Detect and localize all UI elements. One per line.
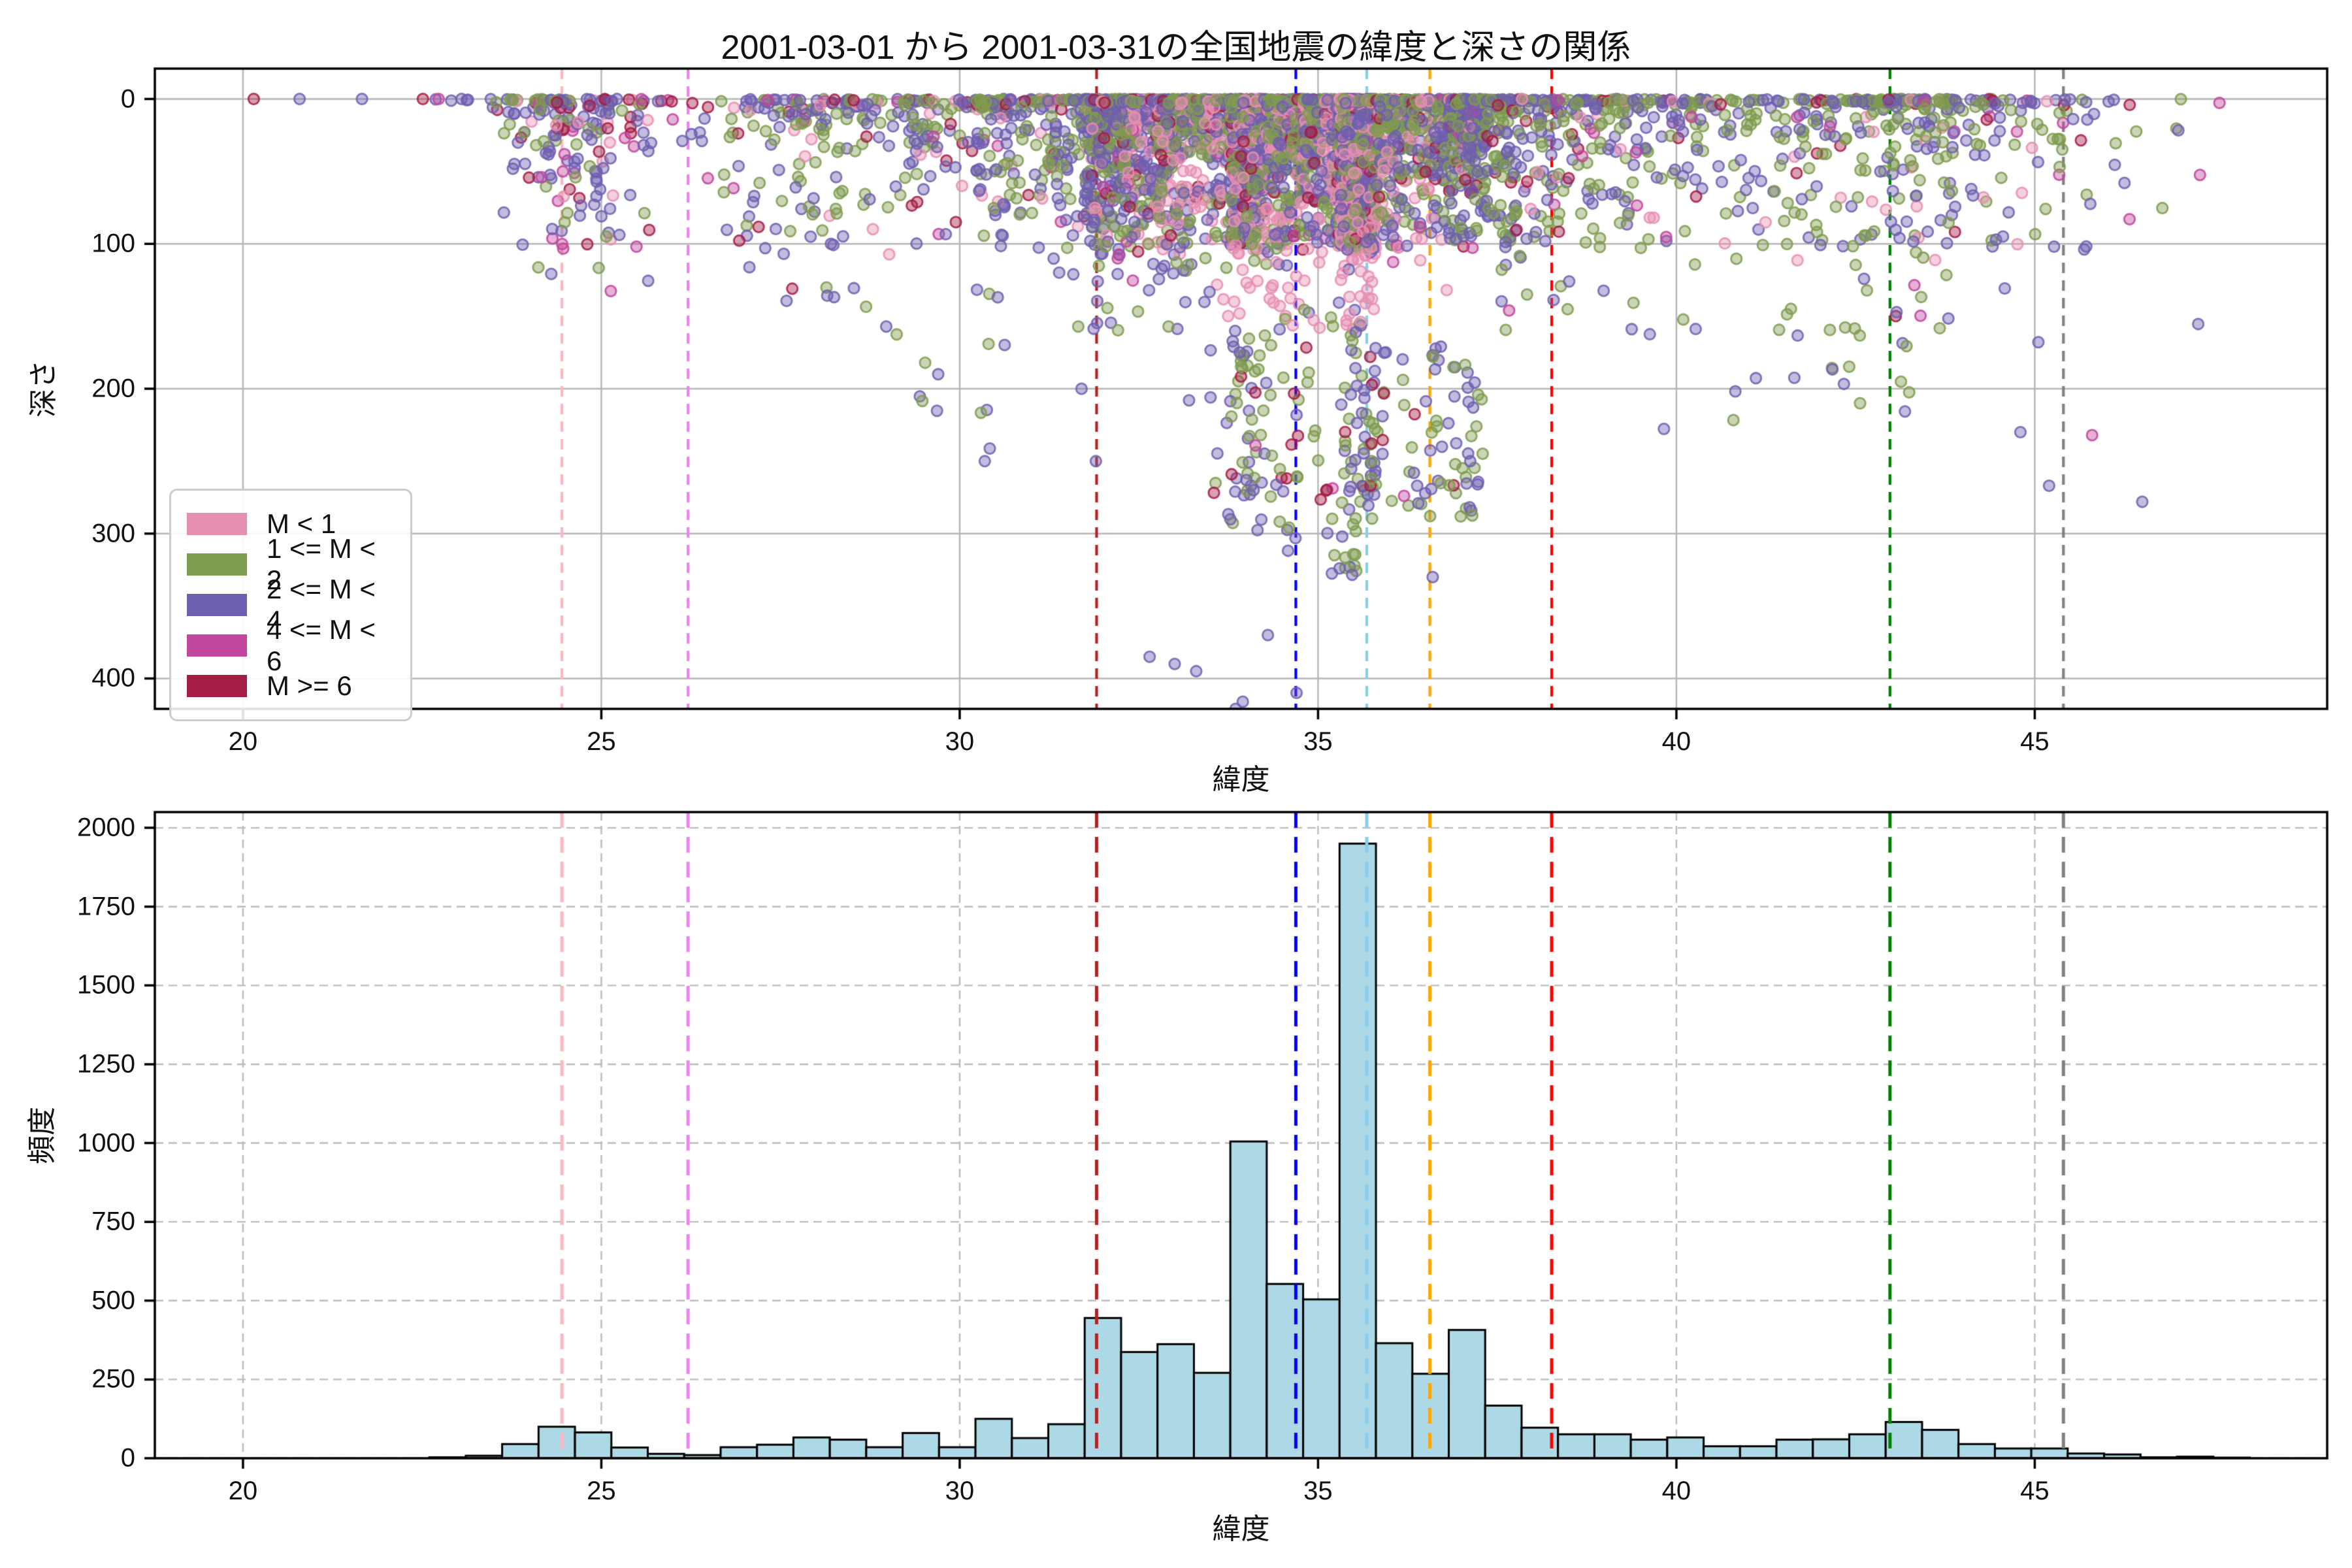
legend-swatch-icon (187, 634, 247, 657)
legend-label: M < 1 (267, 508, 336, 539)
bottom-y-tick-label: 1000 (77, 1128, 135, 1158)
bottom-x-tick-label: 25 (587, 1477, 616, 1505)
bottom-y-tick-label: 0 (120, 1443, 135, 1473)
legend-swatch-icon (187, 675, 247, 697)
top-x-tick-label: 25 (587, 727, 616, 756)
legend-entry: M < 1 (187, 504, 395, 544)
legend-label: 1 <= M < 2 (267, 533, 376, 595)
bottom-x-axis-label: 緯度 (1212, 1513, 1270, 1545)
bottom-y-tick-label: 2000 (77, 813, 135, 842)
top-x-tick-label: 45 (2020, 727, 2050, 756)
legend-swatch-icon (187, 553, 247, 576)
top-x-tick-label: 40 (1661, 727, 1691, 756)
legend-entry: 1 <= M < 2 (187, 533, 395, 595)
top-y-axis-label: 深さ (27, 360, 59, 417)
top-x-tick-label: 30 (945, 727, 975, 756)
bottom-x-tick-label: 40 (1661, 1477, 1691, 1505)
bottom-y-tick-label: 1500 (77, 970, 135, 1000)
legend-entry: 4 <= M < 6 (187, 614, 395, 676)
legend-entry: 2 <= M < 4 (187, 574, 395, 636)
bottom-x-tick-label: 30 (945, 1477, 975, 1505)
bottom-y-tick-label: 750 (91, 1207, 135, 1236)
legend-entry: M >= 6 (187, 666, 395, 706)
bottom-y-tick-label: 1250 (77, 1049, 135, 1079)
top-x-tick-label: 35 (1303, 727, 1333, 756)
bottom-y-axis-label: 頻度 (26, 1106, 58, 1164)
legend-swatch-icon (187, 594, 247, 616)
top-x-axis-label: 緯度 (1212, 764, 1270, 796)
top-y-tick-label: 100 (91, 229, 135, 258)
page-title: 2001-03-01 から 2001-03-31の全国地震の緯度と深さの関係 (721, 29, 1631, 67)
bottom-y-tick-label: 500 (91, 1286, 135, 1315)
legend-swatch-icon (187, 513, 247, 535)
top-y-tick-label: 300 (91, 519, 135, 548)
top-y-tick-label: 0 (120, 84, 135, 114)
bottom-y-tick-label: 250 (91, 1364, 135, 1394)
top-x-tick-label: 20 (228, 727, 258, 756)
top-y-tick-label: 200 (91, 374, 135, 403)
legend-label: 2 <= M < 4 (267, 574, 376, 636)
bottom-x-tick-label: 45 (2020, 1477, 2050, 1505)
legend-label: 4 <= M < 6 (267, 614, 376, 676)
bottom-y-tick-label: 1750 (77, 892, 135, 921)
bottom-x-tick-label: 20 (228, 1477, 258, 1505)
legend-label: M >= 6 (267, 670, 352, 701)
top-y-tick-label: 400 (91, 663, 135, 693)
bottom-x-tick-label: 35 (1303, 1477, 1333, 1505)
